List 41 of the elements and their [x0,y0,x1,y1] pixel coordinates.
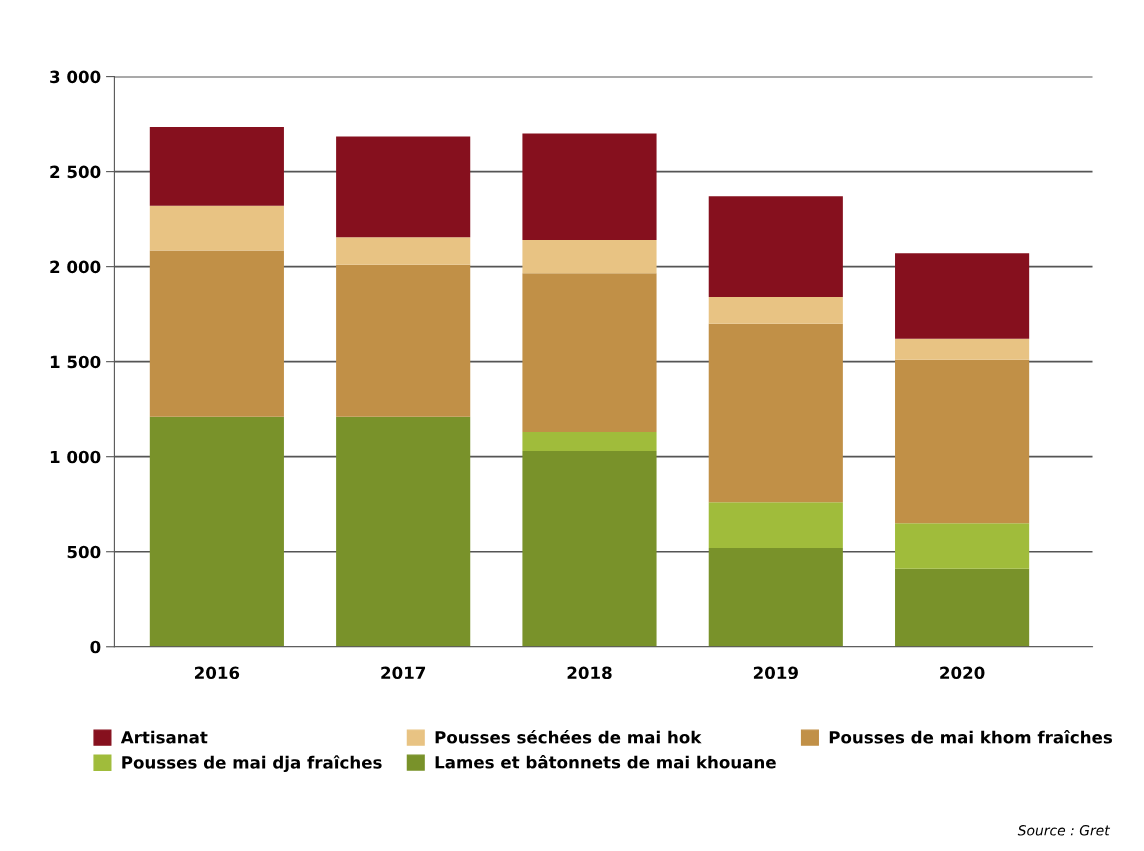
bar [708,502,843,548]
bar [149,250,284,417]
y-tick-label: 3 000 [50,70,101,84]
bar [522,432,657,451]
y-tick-label: 0 [90,640,101,654]
y-tick-label: 500 [67,545,101,559]
y-tick-label: 2 500 [50,165,101,179]
bar [336,136,471,238]
legend-label: Artisanat [120,730,208,744]
bar [149,416,284,647]
source-note: Source : Gret [1017,825,1111,836]
bar [895,523,1030,569]
legend-label: Pousses de mai khom fraîches [829,730,1113,744]
bar [149,205,284,251]
x-tick-label: 2017 [381,666,426,680]
bar [895,359,1030,524]
y-tick-label: 1 000 [50,450,101,464]
legend-label: Lames et bâtonnets de mai khouane [435,754,776,769]
bar [708,323,843,503]
x-tick-label: 2020 [940,666,985,680]
y-tick-label: 2 000 [50,260,101,274]
bar [522,273,657,432]
legend-label: Pousses séchées de mai hok [435,730,702,744]
bar [522,133,657,241]
legend-label: Pousses de mai dja fraîches [122,755,382,773]
bar [708,547,843,647]
bar [895,253,1030,339]
bar [895,568,1030,647]
bar [336,237,471,265]
bar [895,338,1030,360]
bar [522,240,657,274]
x-tick-label: 2018 [567,666,612,680]
bar [336,416,471,647]
x-tick-label: 2016 [194,666,240,680]
y-tick-label: 1 500 [50,355,101,369]
x-tick-label: 2019 [753,666,798,680]
bar [336,264,471,417]
bar [522,451,657,647]
bar [708,297,843,324]
bar [708,196,843,298]
bar [149,126,284,206]
